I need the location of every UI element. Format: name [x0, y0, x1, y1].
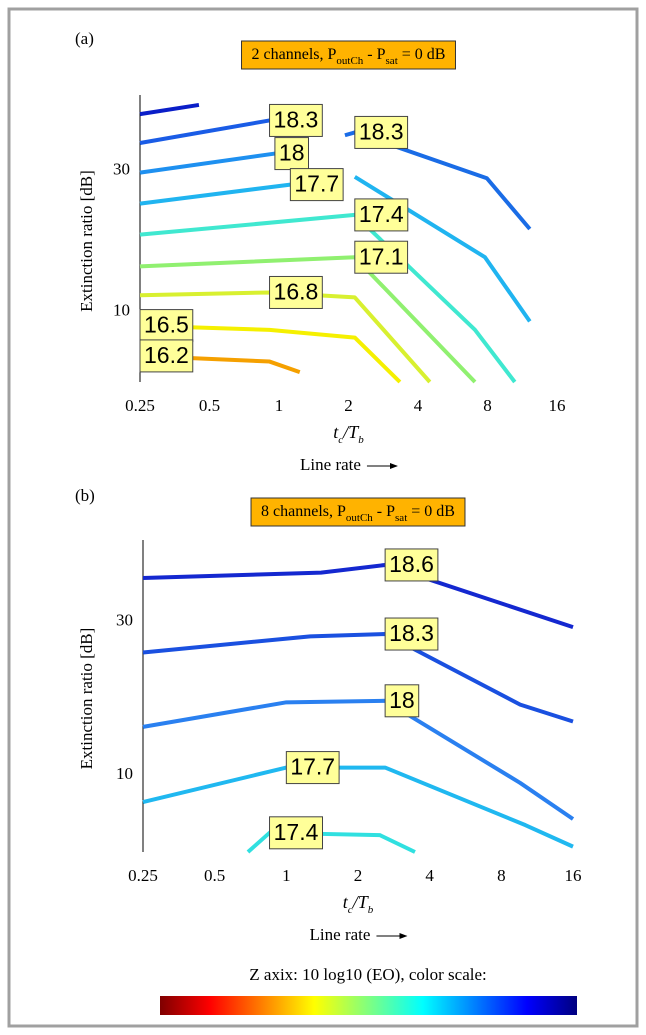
- x-axis-label: tc/Tb: [343, 892, 374, 915]
- subscript: c: [338, 434, 343, 446]
- colorbar-label: Z axix: 10 log10 (EO), color scale:: [249, 965, 486, 984]
- x-tick-label: 16: [565, 866, 582, 885]
- x-tick-label: 4: [414, 396, 423, 415]
- panel-label: (a): [75, 29, 94, 48]
- level-label: 18.6: [389, 551, 434, 577]
- level-label: 18.3: [389, 620, 434, 646]
- subscript: outCh: [336, 55, 363, 67]
- level-label-box: [384, 548, 439, 582]
- level-label-box: [269, 816, 324, 850]
- level-label-box: [269, 275, 323, 309]
- level-label: 17.7: [290, 754, 335, 780]
- title-box: [250, 497, 466, 527]
- level-label-box: [354, 115, 409, 149]
- level-label: 18: [389, 687, 415, 713]
- contour-line: [142, 632, 574, 724]
- level-label: 17.4: [359, 201, 404, 227]
- y-tick-label: 30: [116, 611, 133, 630]
- contour-line: [139, 118, 270, 145]
- text-part: 2 channels, P: [252, 46, 337, 63]
- x-axis-label: tc/Tb: [333, 422, 364, 445]
- x-tick-label: 8: [497, 866, 506, 885]
- x-note: Line rate: [310, 925, 371, 944]
- subscript: sat: [386, 55, 398, 67]
- contour-line: [142, 698, 575, 821]
- level-label-box: [384, 684, 420, 718]
- x-tick-label: 2: [354, 866, 363, 885]
- level-label-box: [289, 168, 344, 202]
- x-tick-label: 4: [425, 866, 434, 885]
- level-label-box: [269, 103, 323, 137]
- level-label: 17.1: [359, 243, 404, 269]
- y-tick-label: 10: [116, 764, 133, 783]
- x-tick-label: 0.5: [199, 396, 220, 415]
- contour-line: [139, 102, 200, 117]
- level-label: 16.2: [144, 342, 189, 368]
- x-tick-label: 0.5: [204, 866, 225, 885]
- contour-line: [139, 212, 517, 384]
- level-label-box: [139, 339, 194, 373]
- text-part: t: [343, 892, 349, 912]
- text-part: - P: [363, 46, 385, 63]
- subscript: sat: [395, 512, 407, 524]
- level-label-box: [384, 617, 439, 651]
- level-label-box: [354, 240, 409, 274]
- contour-line: [142, 562, 574, 630]
- x-tick-label: 2: [344, 396, 353, 415]
- level-label: 16.5: [144, 312, 189, 338]
- subscript: b: [358, 434, 364, 446]
- panel-label: (b): [75, 486, 95, 505]
- level-label-box: [354, 198, 409, 232]
- y-axis-label: Extinction ratio [dB]: [77, 170, 96, 312]
- level-label: 17.4: [274, 819, 319, 845]
- level-label: 18.3: [359, 119, 404, 145]
- subscript: outCh: [346, 512, 373, 524]
- level-label-box: [285, 751, 340, 785]
- title-box: [241, 40, 456, 70]
- contour-line: [142, 765, 574, 849]
- y-tick-label: 10: [113, 300, 130, 319]
- level-label: 18.3: [274, 107, 319, 133]
- contour-line: [139, 182, 291, 206]
- level-label-box: [274, 137, 310, 171]
- text-part: = 0 dB: [407, 503, 455, 520]
- level-label: 17.7: [294, 171, 339, 197]
- chart-title: 2 channels, PoutCh - Psat = 0 dB: [252, 46, 446, 67]
- x-tick-label: 8: [483, 396, 492, 415]
- level-label: 16.8: [274, 279, 319, 305]
- text-part: /T: [352, 892, 370, 912]
- colorbar: [160, 996, 577, 1015]
- frame: [7, 7, 639, 1028]
- y-tick-label: 30: [113, 159, 130, 178]
- text-part: - P: [373, 503, 395, 520]
- y-axis-label: Extinction ratio [dB]: [77, 628, 96, 770]
- contour-line: [246, 830, 416, 854]
- contour-line: [139, 151, 276, 175]
- text-part: /T: [342, 422, 360, 442]
- level-label: 18: [279, 140, 305, 166]
- x-tick-label: 1: [275, 396, 284, 415]
- subscript: c: [348, 904, 353, 916]
- text-part: t: [333, 422, 339, 442]
- contour-line: [139, 323, 402, 384]
- subscript: b: [368, 904, 374, 916]
- chart-title: 8 channels, PoutCh - Psat = 0 dB: [261, 503, 455, 524]
- x-tick-label: 0.25: [125, 396, 155, 415]
- contour-line: [344, 130, 532, 231]
- x-tick-label: 16: [549, 396, 566, 415]
- x-note: Line rate: [300, 455, 361, 474]
- text-part: 8 channels, P: [261, 503, 346, 520]
- x-tick-label: 0.25: [128, 866, 158, 885]
- x-tick-label: 1: [282, 866, 291, 885]
- text-part: = 0 dB: [398, 46, 446, 63]
